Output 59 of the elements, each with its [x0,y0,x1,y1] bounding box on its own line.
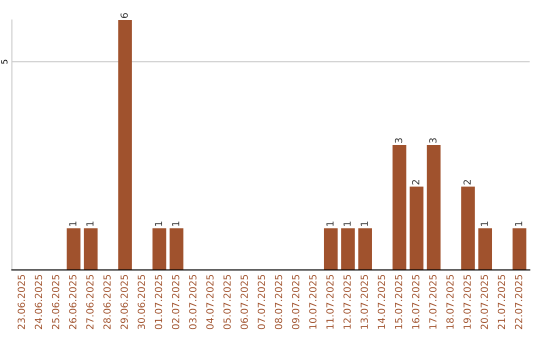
bar [170,228,184,270]
data-label: 1 [344,222,351,226]
bar [341,228,355,270]
x-tick-label: 09.07.2025 [292,274,300,330]
x-tick-label: 19.07.2025 [463,274,471,329]
bar [392,145,406,270]
x-tick-label: 23.06.2025 [18,274,25,330]
x-tick-label: 14.07.2025 [378,274,386,329]
data-label: 2 [412,180,420,185]
x-tick-label: 25.06.2025 [52,274,60,330]
bar [358,228,372,270]
bar [426,145,441,270]
bar [512,228,526,270]
x-tick-label: 16.07.2025 [412,274,420,329]
bar [478,228,492,270]
x-tick-label: 10.07.2025 [309,274,316,329]
x-tick-label: 18.07.2025 [446,274,454,329]
x-tick-label: 30.06.2025 [138,274,146,330]
data-label: 1 [360,222,368,226]
x-tick-label: 21.07.2025 [498,274,506,330]
data-label: 1 [86,222,94,226]
x-tick-label: 05.07.2025 [223,274,231,330]
data-label: 1 [69,222,76,226]
bar [324,228,338,270]
bar [410,186,424,270]
bar [461,186,475,270]
data-label: 1 [172,222,180,226]
x-tick-label: 15.07.2025 [394,274,402,329]
data-label: 6 [120,13,128,18]
y-tick-label: 5 [1,60,8,64]
x-tick-label: 07.07.2025 [258,274,266,330]
data-label: 3 [394,138,402,143]
bar [66,228,80,270]
x-tick-label: 26.06.2025 [69,274,76,330]
data-label: 1 [515,222,522,226]
x-tick-label: 27.06.2025 [86,274,94,330]
x-tick-label: 11.07.2025 [326,274,334,329]
bar [84,228,98,270]
x-tick-label: 28.06.2025 [103,274,111,330]
bar [152,228,166,270]
x-tick-label: 12.07.2025 [343,274,351,329]
x-tick-label: 02.07.2025 [172,274,180,330]
data-label: 3 [429,138,437,143]
x-tick-label: 13.07.2025 [360,274,368,329]
data-label: 2 [463,180,471,185]
x-tick-label: 03.07.2025 [189,274,196,330]
x-tick-label: 17.07.2025 [429,274,437,329]
x-tick-label: 20.07.2025 [480,274,488,330]
data-label: 1 [154,222,162,226]
data-label: 1 [480,222,488,226]
data-label: 1 [326,222,334,226]
x-tick-label: 24.06.2025 [34,274,42,330]
x-tick-label: 06.07.2025 [240,274,248,330]
x-tick-label: 08.07.2025 [274,274,282,330]
x-tick-label: 04.07.2025 [206,274,214,330]
x-tick-label: 29.06.2025 [120,274,128,330]
x-tick-label: 22.07.2025 [514,274,522,330]
x-tick-label: 01.07.2025 [154,274,162,330]
bar [118,20,132,270]
